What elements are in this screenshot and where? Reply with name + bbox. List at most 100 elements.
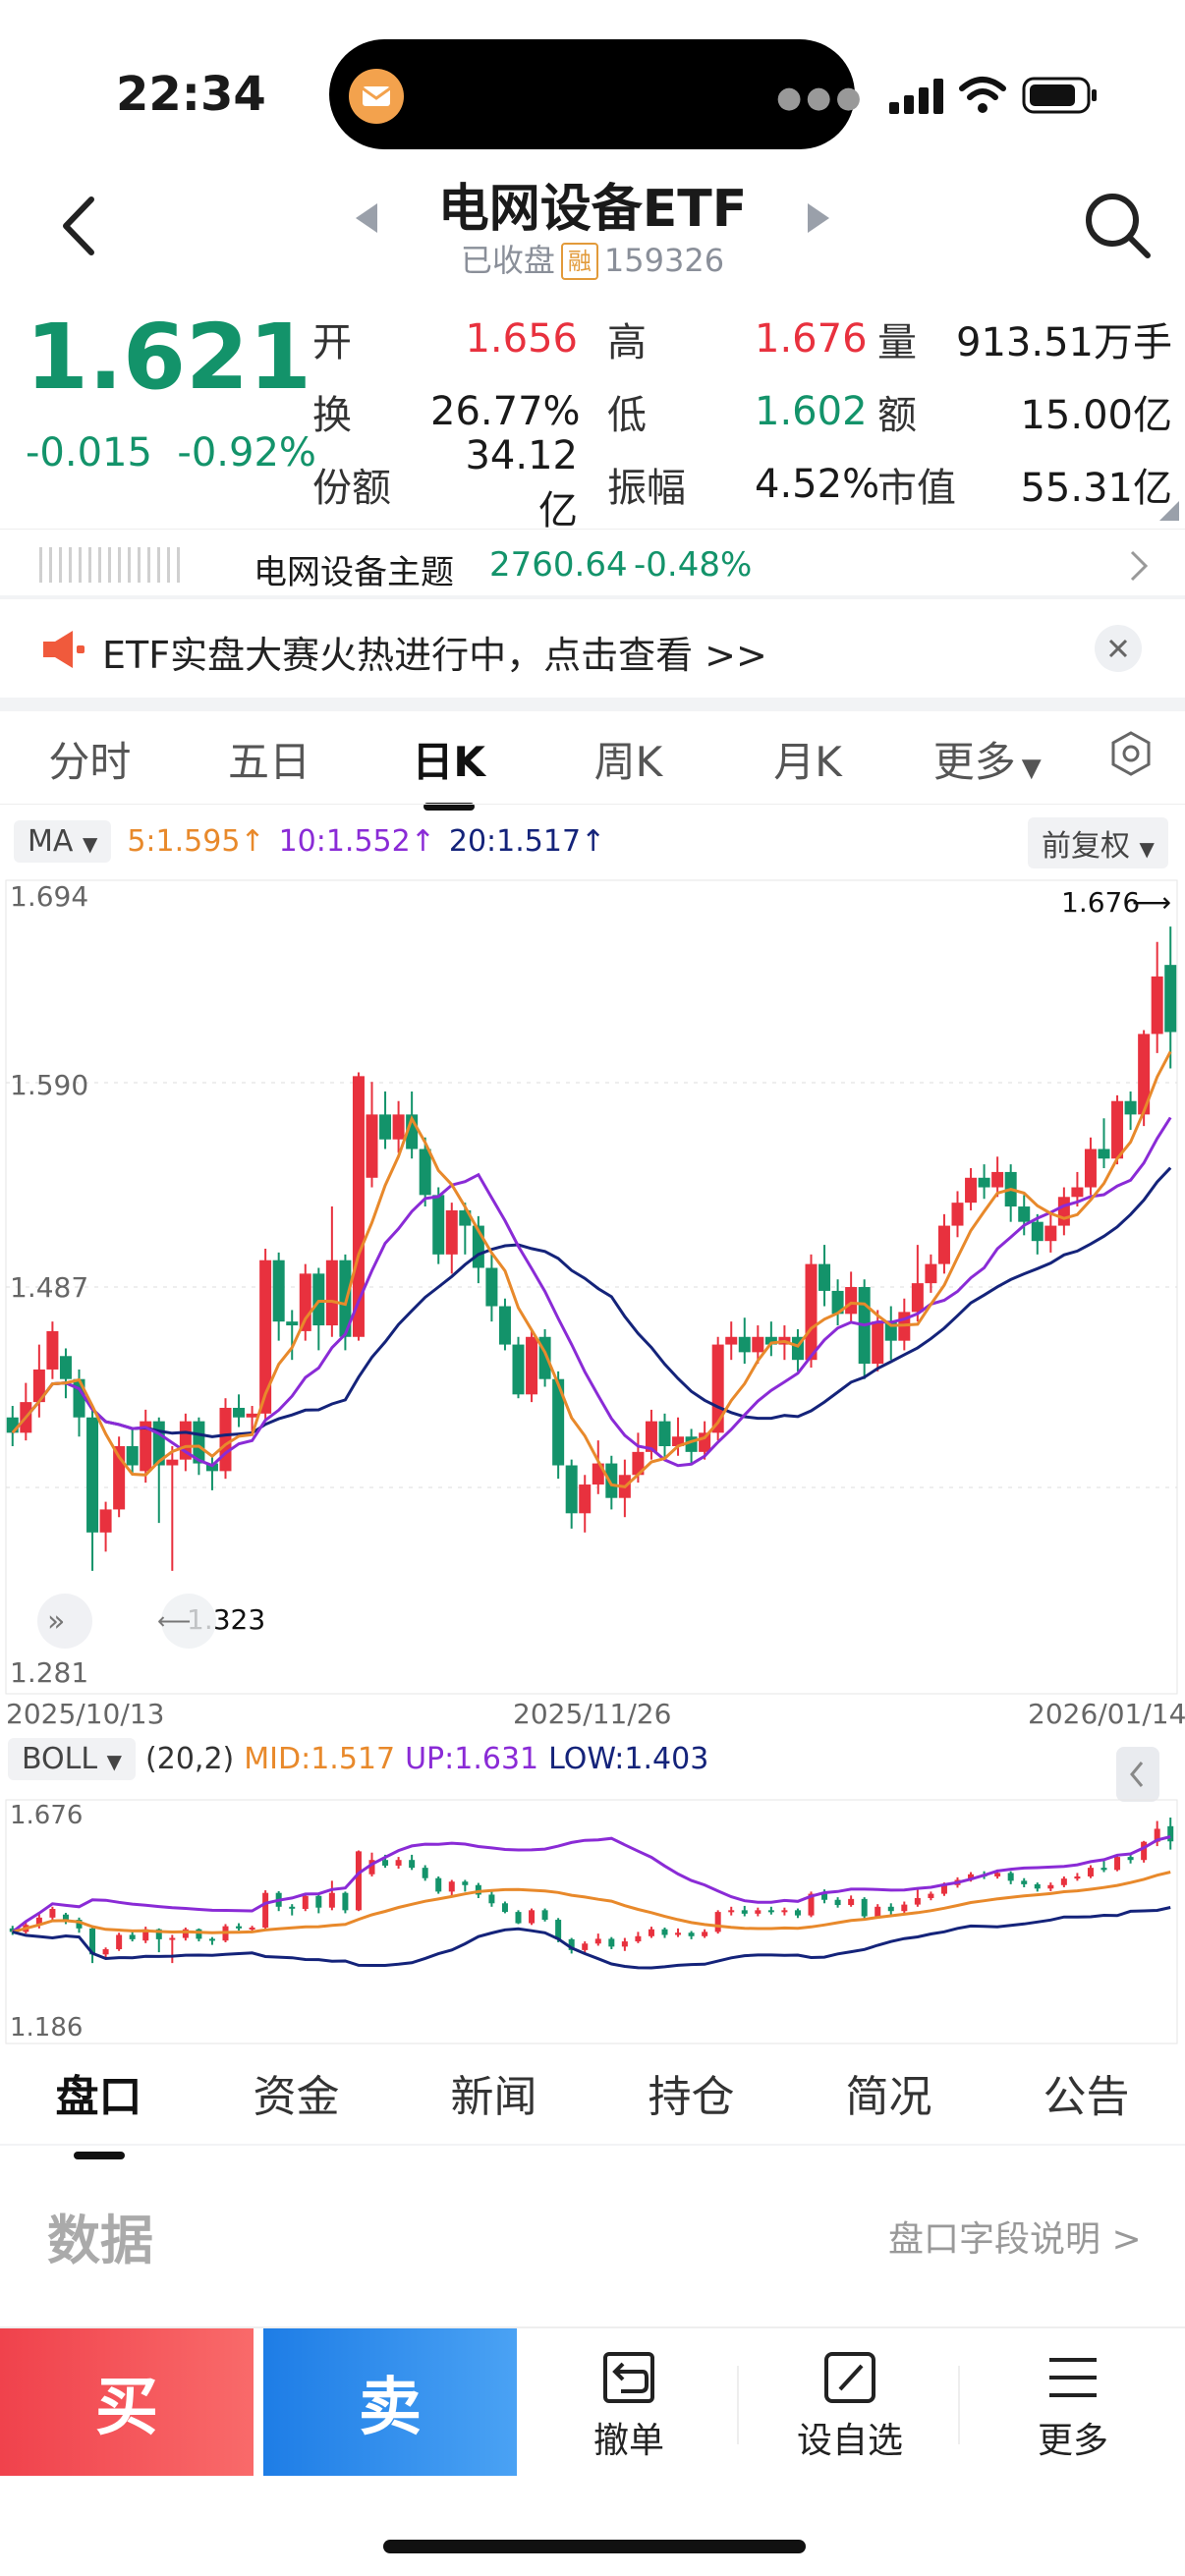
candle-body: [688, 1932, 695, 1936]
quote-label: 换: [312, 393, 352, 438]
caret-down-icon: ▼: [82, 831, 98, 856]
megaphone-icon: [43, 631, 85, 668]
ma-selector[interactable]: MA ▼: [14, 819, 112, 863]
candle-body: [767, 1910, 774, 1913]
stock-code: 159326: [603, 242, 725, 279]
candle-body: [1098, 1148, 1110, 1159]
kline-chart[interactable]: 1.694 1.590 1.487 1.281 1.676 ⟶ 1.323 » …: [0, 876, 1185, 1729]
candle-body: [289, 1906, 296, 1909]
ma10-value: 10:1.552: [278, 823, 411, 859]
chart-settings-button[interactable]: [1077, 729, 1185, 788]
candle-body: [1031, 1221, 1044, 1242]
sell-button[interactable]: 卖: [263, 2328, 517, 2476]
add-watchlist-button[interactable]: 设自选: [752, 2343, 948, 2463]
back-icon[interactable]: [54, 192, 103, 260]
tab-five-day[interactable]: 五日: [228, 737, 311, 786]
related-index-bar[interactable]: 电网设备主题 2760.64 -0.48%: [0, 529, 1185, 600]
candle-body: [1100, 1868, 1107, 1871]
more-actions-button[interactable]: 更多: [975, 2343, 1171, 2463]
buy-button[interactable]: 买: [0, 2328, 254, 2476]
quote-label: 高: [607, 320, 647, 365]
candle-body: [328, 1892, 335, 1908]
y-axis-label: 1.487: [10, 1271, 88, 1304]
market-status: 已收盘: [460, 242, 555, 279]
field-explain-link[interactable]: 盘口字段说明 >: [888, 2219, 1142, 2260]
change-value: -0.015: [26, 430, 152, 476]
adjust-selector[interactable]: 前复权 ▼: [1028, 817, 1168, 868]
candle-body: [605, 1463, 618, 1498]
collapse-panel-button[interactable]: [1116, 1747, 1159, 1802]
candle-body: [272, 1260, 285, 1322]
candle-body: [991, 1171, 1004, 1188]
candle-body: [233, 1407, 246, 1418]
tab-monthly-k[interactable]: 月K: [773, 737, 842, 786]
candle-body: [582, 1943, 589, 1950]
candle-body: [1087, 1868, 1094, 1876]
tab-intraday[interactable]: 分时: [48, 737, 132, 786]
index-value: 2760.64: [489, 545, 628, 585]
tab-announcements[interactable]: 公告: [1043, 2072, 1130, 2122]
quote-row: 换 26.77% 低 1.602 额 15.00亿: [312, 375, 1177, 448]
candle-body: [196, 1929, 202, 1939]
crosshair-button[interactable]: [161, 1594, 216, 1649]
tab-holdings[interactable]: 持仓: [648, 2072, 735, 2122]
tab-weekly-k[interactable]: 周K: [593, 737, 663, 786]
candle-body: [1044, 1225, 1057, 1242]
hexagon-settings-icon: [1111, 731, 1151, 776]
candle-body: [142, 1929, 149, 1941]
expand-chart-button[interactable]: [37, 1594, 92, 1649]
candle-body: [205, 1463, 218, 1472]
candle-body: [565, 1465, 578, 1514]
close-banner-button[interactable]: [1095, 625, 1142, 672]
boll-low-line: [12, 1906, 1171, 1970]
candle-body: [887, 1906, 894, 1912]
caret-down-icon: ▼: [1139, 837, 1155, 861]
promo-banner[interactable]: ETF实盘大赛火热进行中，点击查看 >>: [0, 599, 1185, 698]
tab-news[interactable]: 新闻: [450, 2072, 537, 2122]
candle-body: [155, 1929, 162, 1939]
boll-selector[interactable]: BOLL ▼: [8, 1737, 137, 1780]
boll-selector-label: BOLL: [22, 1741, 98, 1776]
prev-stock-icon[interactable]: [352, 201, 381, 235]
boll-chart[interactable]: 1.676 1.186: [0, 1798, 1185, 2045]
boll-mid-line: [12, 1871, 1171, 1934]
tab-profile[interactable]: 简况: [845, 2072, 932, 2122]
search-icon[interactable]: [1081, 189, 1156, 263]
tab-order-book[interactable]: 盘口: [0, 2061, 198, 2159]
candle-body: [845, 1287, 858, 1315]
candle-body: [621, 1941, 628, 1947]
candle-body: [512, 1344, 525, 1395]
island-more-icon: ●●●: [776, 81, 866, 115]
candle-body: [382, 1860, 389, 1866]
cancel-order-button[interactable]: 撤单: [531, 2343, 727, 2463]
candle-body: [541, 1910, 548, 1921]
tab-more[interactable]: 更多 ▼: [897, 729, 1077, 789]
candle-body: [755, 1910, 762, 1914]
next-stock-icon[interactable]: [804, 201, 833, 235]
divider: [958, 2366, 960, 2444]
ma5-value: 5:1.595: [127, 823, 241, 859]
candle-body: [672, 1436, 685, 1447]
candle-body: [568, 1938, 575, 1950]
quote-label: 量: [877, 320, 917, 365]
candle-body: [608, 1938, 615, 1947]
candle-body: [302, 1895, 309, 1910]
candle-body: [632, 1451, 645, 1476]
ma-selector-label: MA: [28, 823, 74, 859]
candle-body: [925, 1263, 937, 1284]
close-icon: [1108, 639, 1128, 658]
quote-label: 开: [312, 320, 352, 365]
tab-daily-k[interactable]: 日K: [359, 729, 538, 811]
ma10-line: [11, 1116, 1172, 1468]
candle-body: [940, 1884, 947, 1894]
candle-body: [501, 1903, 508, 1913]
candle-body: [968, 1874, 975, 1880]
candle-body: [169, 1937, 176, 1940]
battery-icon: [1022, 77, 1097, 114]
candle-body: [658, 1421, 671, 1447]
tab-funds[interactable]: 资金: [253, 2072, 340, 2122]
quote-value: 1.656: [465, 316, 578, 362]
dynamic-island: [329, 39, 855, 149]
candle-body: [555, 1920, 562, 1939]
candle-body: [498, 1306, 511, 1345]
